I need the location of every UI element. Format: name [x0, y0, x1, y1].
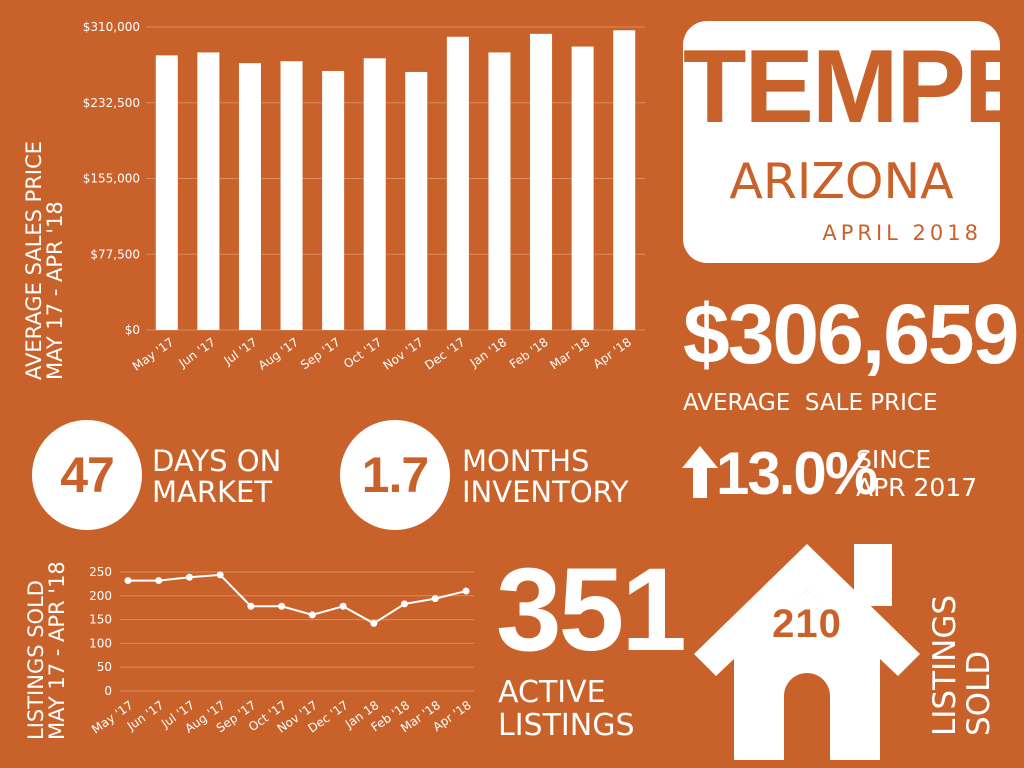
line-chart-point [462, 587, 470, 595]
days-on-market-value: 47 [60, 447, 115, 503]
bar-chart-xtick-label: Sep '17 [298, 335, 343, 372]
line-chart-ytick-label: 150 [89, 613, 112, 627]
months-inventory-value: 1.7 [361, 447, 430, 503]
bar-chart-bar [405, 71, 428, 330]
days-on-market-circle: 47 [32, 420, 142, 530]
up-arrow-icon [682, 446, 718, 498]
bar-chart-xtick-label: Jul '17 [221, 335, 260, 368]
line-chart-point [401, 600, 409, 608]
line-chart-point [370, 619, 378, 627]
bar-chart-ytick-label: $0 [125, 323, 140, 337]
avg-price-value: $306,659 [683, 287, 1019, 381]
days-on-market-line2: MARKET [152, 475, 273, 509]
days-on-market-line1: DAYS ON [152, 444, 282, 478]
bar-chart-xtick-label: Mar '18 [547, 335, 592, 372]
line-chart-point [278, 602, 286, 610]
period-label: APRIL 2018 [822, 221, 982, 245]
bar-chart-xtick-label: Oct '17 [341, 335, 384, 371]
months-inventory-label: MONTHS INVENTORY [462, 446, 629, 508]
bar-chart-xtick-label: Apr '18 [591, 335, 634, 371]
bar-chart-xtick-label: Jan '18 [467, 335, 509, 370]
active-listings-line2: LISTINGS [498, 708, 635, 743]
bar-chart-bar [488, 52, 511, 330]
bar-chart-bar [446, 36, 469, 330]
city-title: TEMPE [683, 29, 1024, 145]
line-chart-ylabel-line2: MAY 17 - APR '18 [45, 561, 69, 740]
bar-chart-xtick-label: Nov '17 [380, 335, 426, 373]
bar-chart-bar [238, 63, 261, 330]
line-chart-ytick-label: 50 [97, 660, 112, 674]
line-chart-ytick-label: 250 [89, 565, 112, 579]
bar-chart: $0 $77,500 $155,000 $232,500 $310,000 May '17… [83, 20, 645, 374]
bar-chart-ytick-label: $77,500 [90, 247, 140, 261]
listings-sold-label: LISTINGS SOLD [927, 594, 997, 736]
line-chart-point [155, 577, 163, 585]
listings-sold-value: 210 [772, 602, 842, 646]
line-chart-ytick-label: 0 [104, 684, 112, 698]
months-inventory-circle: 1.7 [340, 420, 450, 530]
active-listings-label: ACTIVE LISTINGS [498, 676, 635, 742]
active-listings-value: 351 [496, 544, 687, 676]
bar-chart-ylabel-line1: AVERAGE SALES PRICE [22, 140, 46, 380]
change-label: SINCE APR 2017 [856, 446, 977, 502]
months-inventory-line1: MONTHS [462, 444, 590, 478]
line-chart-ylabel: LISTINGS SOLD MAY 17 - APR '18 [24, 561, 69, 740]
title-card: TEMPE ARIZONA APRIL 2018 [683, 21, 1024, 263]
change-line2: APR 2017 [856, 473, 978, 502]
bar-chart-xtick-label: Dec '17 [422, 335, 467, 373]
bar-chart-bar [571, 46, 594, 330]
bar-chart-xtick-label: Jun '17 [176, 335, 219, 371]
months-inventory-line2: INVENTORY [462, 475, 629, 509]
days-on-market-label: DAYS ON MARKET [152, 446, 281, 508]
listings-sold-line2: SOLD [961, 650, 997, 736]
line-chart-xtick-label: May '17 [89, 698, 136, 737]
line-chart-ytick-label: 100 [89, 636, 112, 650]
line-chart-ytick-label: 200 [89, 589, 112, 603]
line-chart-point [431, 595, 439, 603]
avg-price-label: AVERAGE SALE PRICE [683, 390, 938, 416]
line-chart-point [247, 602, 255, 610]
bar-chart-bar [197, 52, 220, 330]
bar-chart-bar [363, 58, 386, 331]
line-chart-point [339, 602, 347, 610]
line-chart-series-line [128, 573, 467, 625]
bar-chart-ytick-label: $232,500 [83, 96, 140, 110]
change-value: 13.0% [716, 440, 878, 507]
active-listings-line1: ACTIVE [498, 675, 606, 710]
change-line1: SINCE [856, 445, 932, 474]
state-title: ARIZONA [729, 153, 954, 210]
bar-chart-bar [613, 30, 636, 330]
line-chart-point [124, 577, 132, 585]
listings-sold-line1: LISTINGS [927, 594, 963, 736]
line-chart-point [216, 571, 224, 579]
bar-chart-bar [280, 61, 303, 330]
bar-chart-ylabel: AVERAGE SALES PRICE MAY 17 - APR '18 [22, 140, 67, 380]
bar-chart-xtick-label: May '17 [130, 335, 177, 374]
bar-chart-bar [155, 55, 178, 331]
line-chart-ylabel-line1: LISTINGS SOLD [24, 580, 48, 740]
bar-chart-bar [530, 33, 553, 331]
bar-chart-xtick-label: Feb '18 [507, 335, 551, 371]
line-chart-point [185, 573, 193, 581]
bar-chart-xtick-label: Aug '17 [256, 335, 302, 373]
bar-chart-ylabel-line2: MAY 17 - APR '18 [43, 201, 67, 380]
bar-chart-bar [322, 70, 345, 330]
line-chart-point [308, 611, 316, 619]
house-icon [694, 544, 920, 760]
bar-chart-ytick-label: $310,000 [83, 20, 140, 34]
bar-chart-ytick-label: $155,000 [83, 172, 140, 186]
